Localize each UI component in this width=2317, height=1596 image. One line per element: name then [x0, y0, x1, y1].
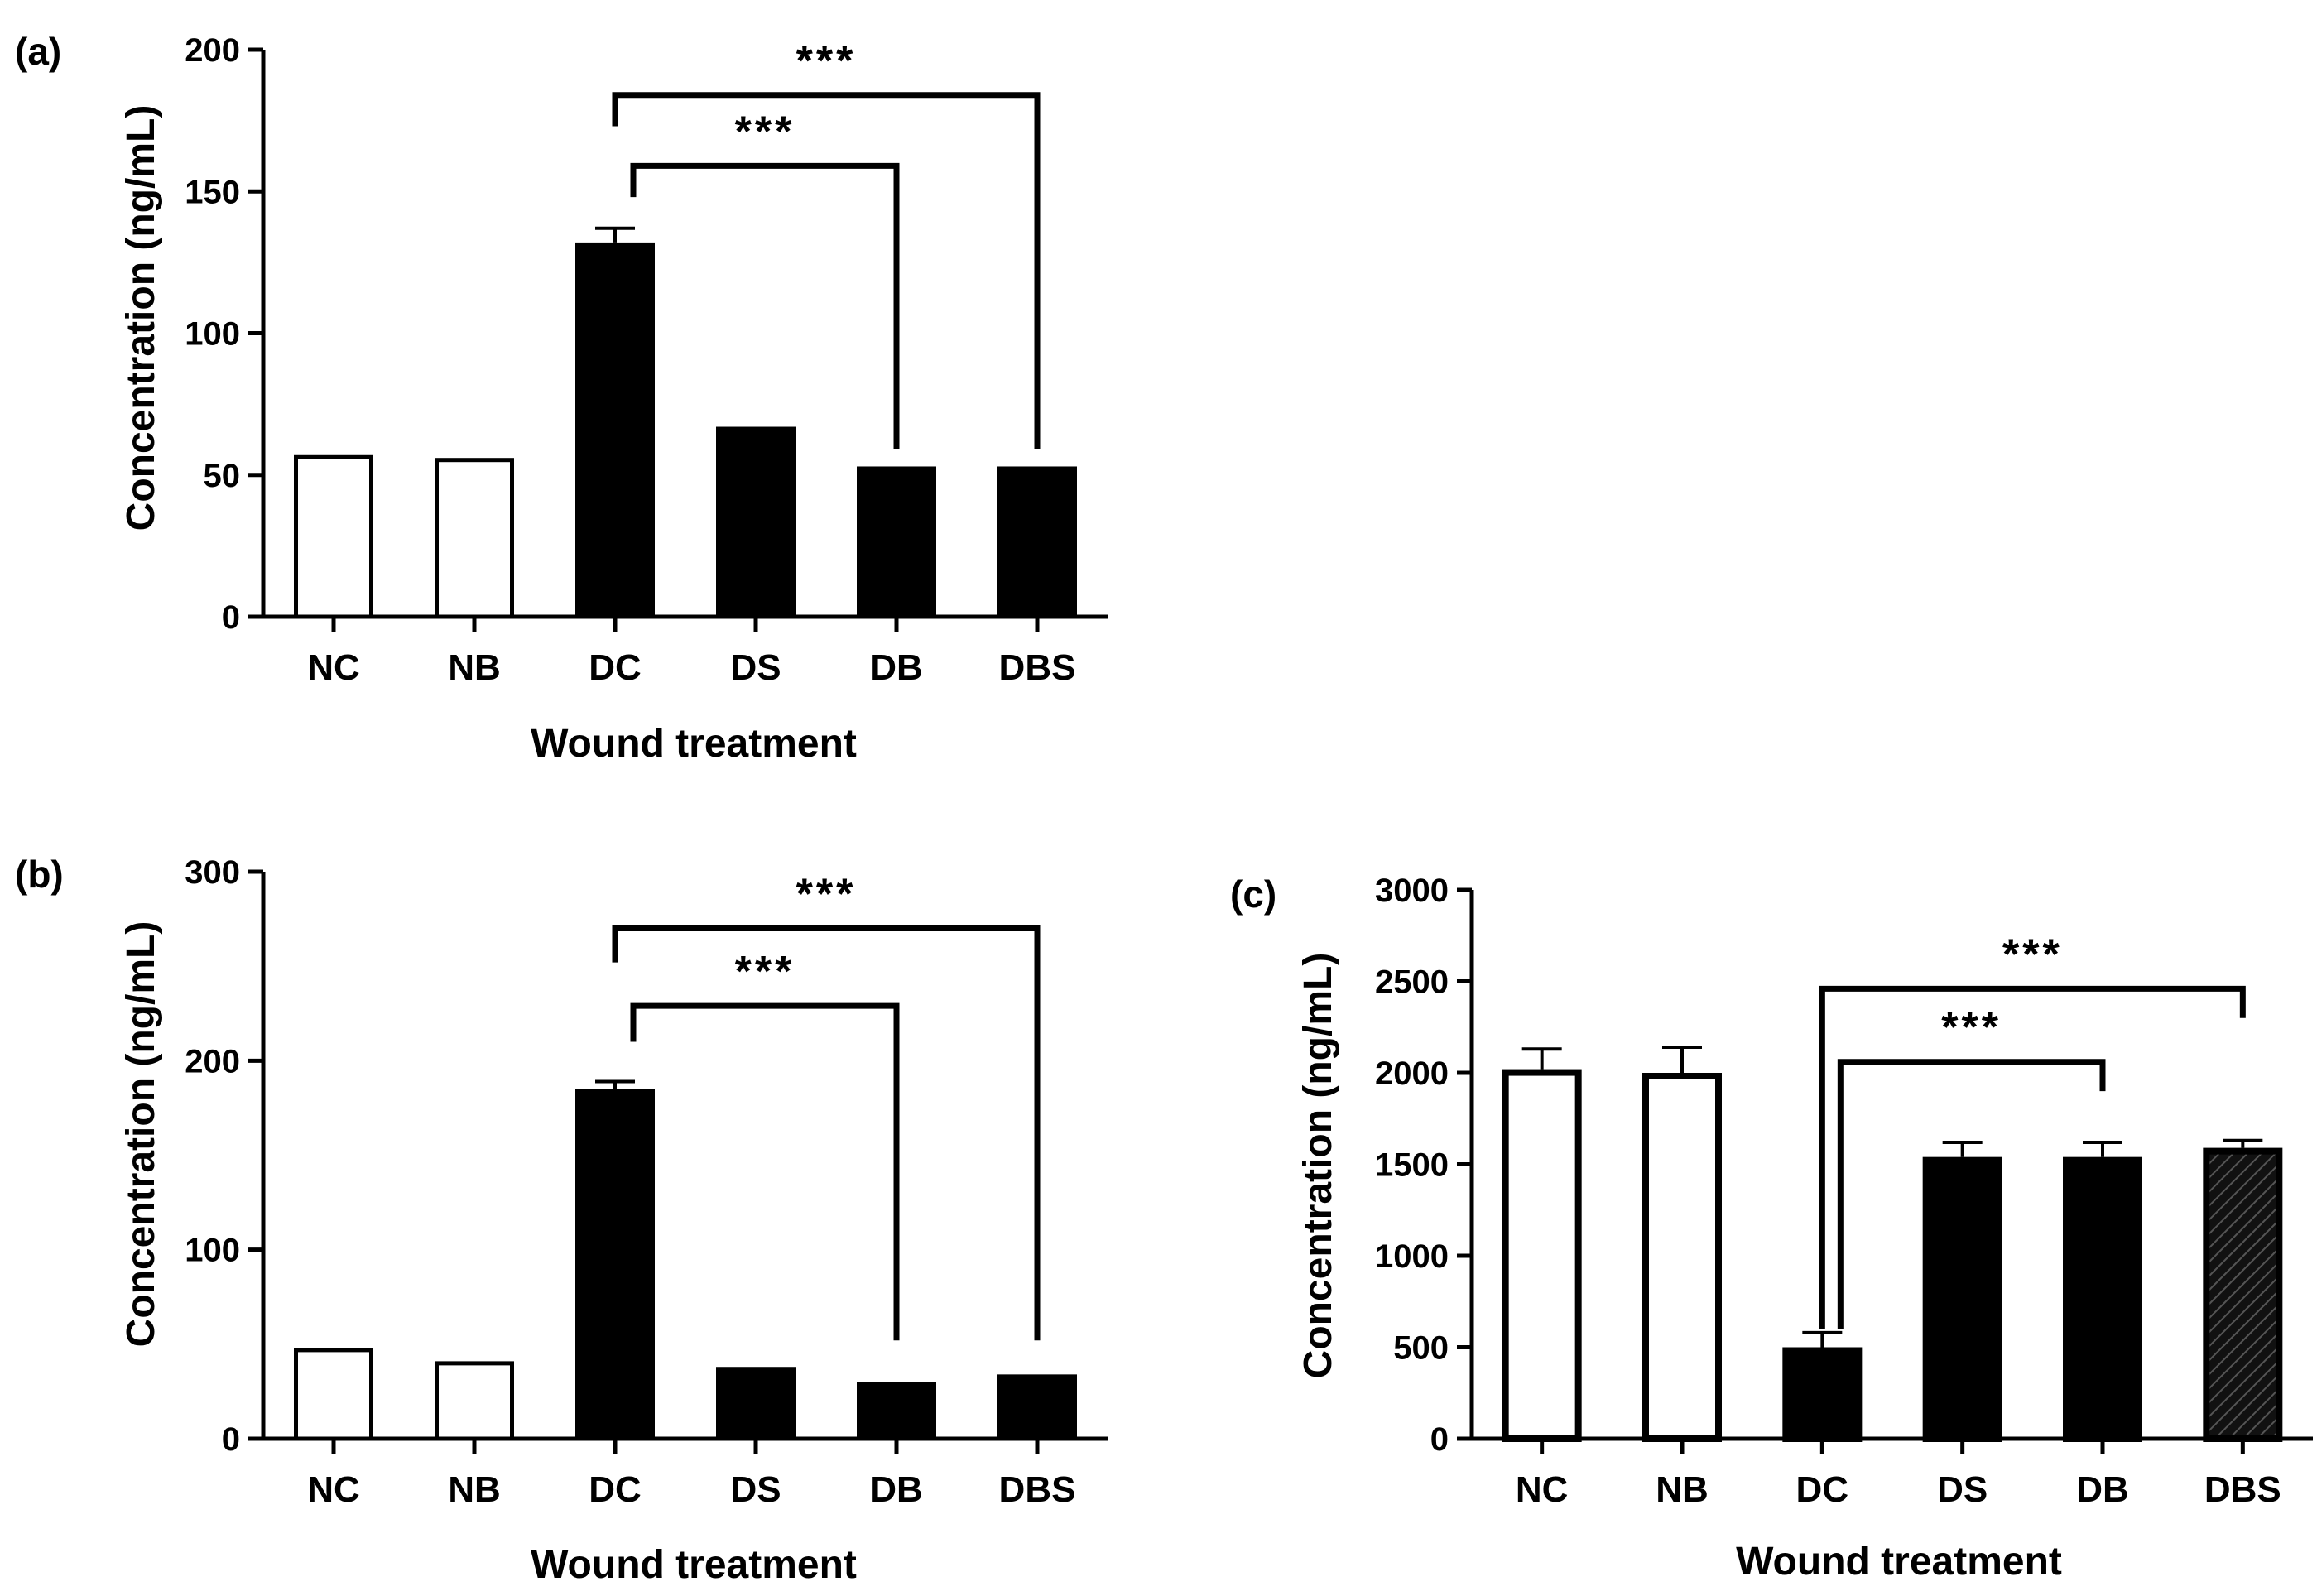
panel-c-significance-bracket-dc-dbs [1819, 985, 2246, 1329]
panel-a-letter: (a) [15, 30, 61, 73]
panel-b-x-tick-label-dc: DC [589, 1469, 642, 1510]
panel-b-significance-label-dc-dbs: *** [796, 871, 857, 919]
panel-a-y-tick-label: 200 [185, 32, 240, 69]
panel-a-significance-label-dc-db: *** [735, 108, 796, 156]
panel-c-significance-label-dc-dbs: *** [2002, 930, 2063, 978]
panel-a-significance-label-dc-dbs: *** [796, 37, 857, 85]
panel-c-y-tick-label: 1500 [1375, 1147, 1449, 1184]
panel-c: (c) Wound treatment Concentration (ng/mL… [1230, 873, 2313, 1584]
panel-c-x-axis-title: Wound treatment [1736, 1540, 2062, 1584]
panel-b-y-tick-label: 0 [222, 1421, 240, 1458]
panel-a-bar-nc [294, 454, 373, 619]
panel-c-bar-nc [1502, 1069, 1582, 1442]
panel-b-x-tick-label-nb: NB [448, 1469, 501, 1510]
panel-a-x-tick-label-nc: NC [307, 647, 360, 688]
panel-c-y-tick-label: 500 [1393, 1330, 1449, 1367]
panel-b-x-tick-label-db: DB [870, 1469, 923, 1510]
panel-b-x-axis-title: Wound treatment [531, 1543, 857, 1587]
panel-b-x-tick-label-nc: NC [307, 1469, 360, 1510]
panel-b-bar-ds [716, 1367, 796, 1441]
panel-c-bar-db [2063, 1156, 2142, 1443]
panel-a: (a) Wound treatment Concentration (ng/mL… [15, 30, 1108, 766]
panel-c-y-tick-label: 3000 [1375, 873, 1449, 909]
panel-b-bar-nb [435, 1361, 514, 1441]
panel-c-bar-dbs [2203, 1147, 2283, 1442]
panel-b-x-tick-label-dbs: DBS [999, 1469, 1076, 1510]
panel-c-y-tick-label: 1000 [1375, 1238, 1449, 1275]
panel-b-bar-nc [294, 1348, 373, 1441]
panel-c-letter: (c) [1230, 873, 1276, 916]
panel-b-y-tick-label: 200 [185, 1043, 240, 1079]
panel-b-significance-bracket-dc-db [630, 1002, 900, 1341]
panel-b-letter: (b) [15, 853, 64, 896]
panel-c-x-tick-label-db: DB [2076, 1469, 2129, 1510]
panel-b-x-tick-label-ds: DS [730, 1469, 781, 1510]
panel-a-bar-dbs [997, 466, 1077, 619]
panel-a-x-tick-label-dbs: DBS [999, 647, 1076, 688]
panel-a-y-tick-label: 150 [185, 174, 240, 210]
panel-c-y-tick-label: 2500 [1375, 964, 1449, 1001]
panel-a-significance-bracket-dc-db [630, 162, 900, 449]
panel-a-y-axis-title: Concentration (ng/mL) [119, 105, 163, 531]
panel-b-significance-label-dc-db: *** [735, 948, 796, 996]
panel-c-bar-nb [1642, 1073, 1722, 1442]
panel-a-y-tick-label: 50 [204, 458, 241, 494]
panel-a-bar-dc [575, 242, 655, 619]
panel-b-y-tick-label: 100 [185, 1233, 240, 1269]
panel-b: (b) Wound treatment Concentration (ng/mL… [15, 853, 1108, 1587]
panel-b-y-axis-title: Concentration (ng/mL) [119, 921, 163, 1348]
panel-a-x-tick-label-dc: DC [589, 647, 642, 688]
panel-c-bar-dc [1782, 1347, 1863, 1442]
panel-c-x-tick-label-nb: NB [1656, 1469, 1709, 1510]
panel-c-x-tick-label-nc: NC [1516, 1469, 1569, 1510]
panel-c-x-tick-label-dc: DC [1796, 1469, 1849, 1510]
panel-a-x-tick-label-nb: NB [448, 647, 501, 688]
panel-a-significance-bracket-dc-dbs [612, 92, 1041, 449]
panel-c-x-tick-label-ds: DS [1937, 1469, 1988, 1510]
panel-c-bar-ds [1922, 1156, 2002, 1443]
panel-a-y-tick-label: 100 [185, 316, 240, 353]
panel-c-significance-label-dc-db: *** [1941, 1004, 2002, 1052]
panel-b-y-tick-label: 300 [185, 854, 240, 891]
panel-b-bar-dbs [997, 1374, 1077, 1441]
panel-c-y-tick-label: 2000 [1375, 1055, 1449, 1092]
panel-a-bar-ds [716, 426, 796, 619]
panel-b-bar-dc [575, 1089, 655, 1441]
panel-a-y-tick-label: 0 [222, 599, 240, 636]
panel-a-x-axis-title: Wound treatment [531, 722, 857, 766]
panel-a-bar-db [857, 466, 936, 619]
panel-c-y-tick-label: 0 [1430, 1421, 1449, 1458]
panel-c-y-axis-title: Concentration (ng/mL) [1296, 953, 1340, 1379]
panel-a-x-tick-label-ds: DS [730, 647, 781, 688]
panel-a-bar-nb [435, 458, 514, 619]
panel-a-x-tick-label-db: DB [870, 647, 923, 688]
panel-c-x-tick-label-dbs: DBS [2204, 1469, 2281, 1510]
panel-c-significance-bracket-dc-db [1837, 1059, 2106, 1329]
panel-b-bar-db [857, 1382, 936, 1441]
panel-b-significance-bracket-dc-dbs [612, 925, 1041, 1341]
